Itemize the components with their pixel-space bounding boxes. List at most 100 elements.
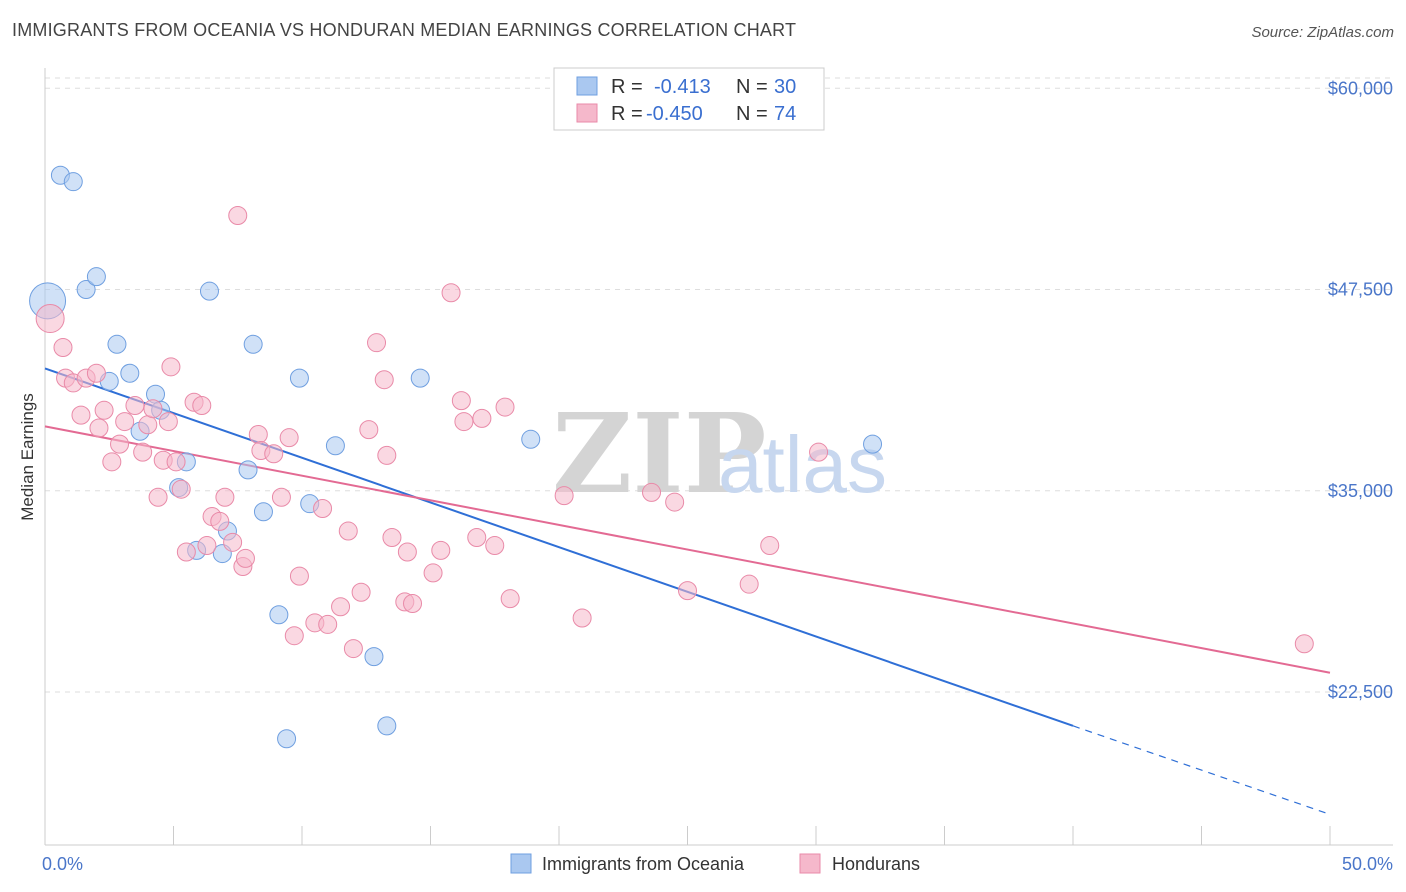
honduran-point bbox=[279, 428, 299, 448]
x-tick-label: 50.0% bbox=[1342, 854, 1393, 874]
honduran-point bbox=[102, 452, 122, 472]
oceania-trend-extension bbox=[1072, 725, 1331, 815]
honduran-point bbox=[192, 395, 212, 415]
x-tick-label: 0.0% bbox=[42, 854, 83, 874]
trend-lines bbox=[44, 367, 1331, 815]
honduran-point bbox=[467, 527, 487, 547]
data-points bbox=[29, 165, 1314, 749]
honduran-point bbox=[248, 424, 268, 444]
oceania-point bbox=[107, 334, 127, 354]
oceania-point bbox=[863, 434, 883, 454]
honduran-point bbox=[318, 614, 338, 634]
series-legend-label: Hondurans bbox=[832, 854, 920, 874]
honduran-point bbox=[161, 357, 181, 377]
honduran-point bbox=[809, 442, 829, 462]
legend-swatch-oceania bbox=[576, 76, 598, 96]
honduran-point bbox=[359, 420, 379, 440]
legend-n-value: 30 bbox=[774, 76, 796, 98]
y-tick-label: $60,000 bbox=[1328, 78, 1393, 98]
legend-r-value: -0.450 bbox=[646, 103, 703, 125]
oceania-point bbox=[521, 429, 541, 449]
honduran-point bbox=[472, 408, 492, 428]
honduran-point bbox=[228, 205, 248, 225]
honduran-point bbox=[143, 399, 163, 419]
oceania-point bbox=[238, 460, 258, 480]
axes bbox=[44, 68, 1393, 846]
honduran-point bbox=[554, 486, 574, 506]
series-legend-label: Immigrants from Oceania bbox=[542, 854, 745, 874]
honduran-point bbox=[760, 536, 780, 556]
oceania-point bbox=[63, 172, 83, 192]
oceania-point bbox=[120, 363, 140, 383]
oceania-point bbox=[377, 716, 397, 736]
y-tick-label: $35,000 bbox=[1328, 481, 1393, 501]
watermark-atlas: atlas bbox=[718, 420, 887, 509]
y-tick-label: $22,500 bbox=[1328, 682, 1393, 702]
honduran-point bbox=[171, 479, 191, 499]
honduran-point bbox=[35, 304, 65, 334]
honduran-point bbox=[176, 542, 196, 562]
honduran-point bbox=[343, 639, 363, 659]
honduran-point bbox=[264, 444, 284, 464]
honduran-point bbox=[403, 594, 423, 613]
oceania-point bbox=[269, 605, 289, 625]
honduran-point bbox=[451, 391, 471, 411]
legend-swatch-hondurans bbox=[576, 103, 598, 123]
oceania-point bbox=[86, 267, 106, 287]
gridlines bbox=[45, 77, 1393, 693]
chart-source: Source: ZipAtlas.com bbox=[1251, 24, 1394, 41]
honduran-point bbox=[158, 412, 178, 432]
honduran-point bbox=[377, 445, 397, 465]
honduran-point bbox=[210, 511, 230, 531]
legend-n-label: N = bbox=[736, 103, 768, 125]
oceania-point bbox=[199, 281, 219, 301]
honduran-point bbox=[739, 574, 759, 594]
stats-legend: R = -0.413 N = 30 R = -0.450 N = 74 bbox=[553, 67, 825, 131]
legend-r-value: -0.413 bbox=[654, 76, 711, 98]
honduran-point bbox=[374, 370, 394, 390]
honduran-point bbox=[431, 540, 451, 560]
honduran-point bbox=[197, 536, 217, 556]
honduran-point bbox=[441, 283, 461, 303]
honduran-point bbox=[367, 333, 387, 353]
honduran-point bbox=[289, 566, 309, 586]
honduran-point bbox=[495, 397, 515, 417]
chart-title: IMMIGRANTS FROM OCEANIA VS HONDURAN MEDI… bbox=[12, 20, 797, 40]
honduran-point bbox=[115, 412, 135, 432]
oceania-point bbox=[277, 729, 297, 749]
honduran-point bbox=[235, 548, 255, 568]
honduran-point bbox=[53, 338, 73, 358]
honduran-point bbox=[138, 415, 158, 435]
stats-legend-box bbox=[553, 67, 825, 131]
legend-n-label: N = bbox=[736, 76, 768, 98]
oceania-point bbox=[76, 280, 96, 300]
y-tick-label: $47,500 bbox=[1328, 280, 1393, 300]
honduran-point bbox=[215, 487, 235, 507]
oceania-point bbox=[289, 368, 309, 388]
honduran-point bbox=[1294, 634, 1314, 654]
oceania-point bbox=[410, 368, 430, 388]
legend-n-value: 74 bbox=[774, 103, 796, 125]
watermark: ZIP atlas bbox=[552, 389, 887, 518]
honduran-point bbox=[223, 532, 243, 552]
honduran-point bbox=[86, 363, 106, 383]
oceania-point bbox=[325, 436, 345, 456]
honduran-point bbox=[338, 521, 358, 541]
legend-r-label: R = bbox=[611, 103, 643, 125]
x-axis-ticks bbox=[44, 826, 1331, 845]
honduran-point bbox=[485, 536, 505, 556]
honduran-point bbox=[454, 412, 474, 432]
honduran-point bbox=[271, 487, 291, 507]
honduran-point bbox=[678, 581, 697, 601]
honduran-point bbox=[133, 442, 153, 462]
honduran-trend-line bbox=[44, 425, 1331, 674]
honduran-point bbox=[331, 597, 351, 617]
oceania-point bbox=[253, 502, 273, 522]
legend-r-label: R = bbox=[611, 76, 643, 98]
series-legend-swatch-hondurans bbox=[799, 853, 821, 874]
honduran-point bbox=[71, 405, 91, 425]
oceania-trend-line bbox=[44, 367, 1074, 727]
honduran-point bbox=[89, 418, 109, 438]
honduran-point bbox=[500, 589, 520, 609]
series-legend-swatch-oceania bbox=[510, 853, 532, 874]
